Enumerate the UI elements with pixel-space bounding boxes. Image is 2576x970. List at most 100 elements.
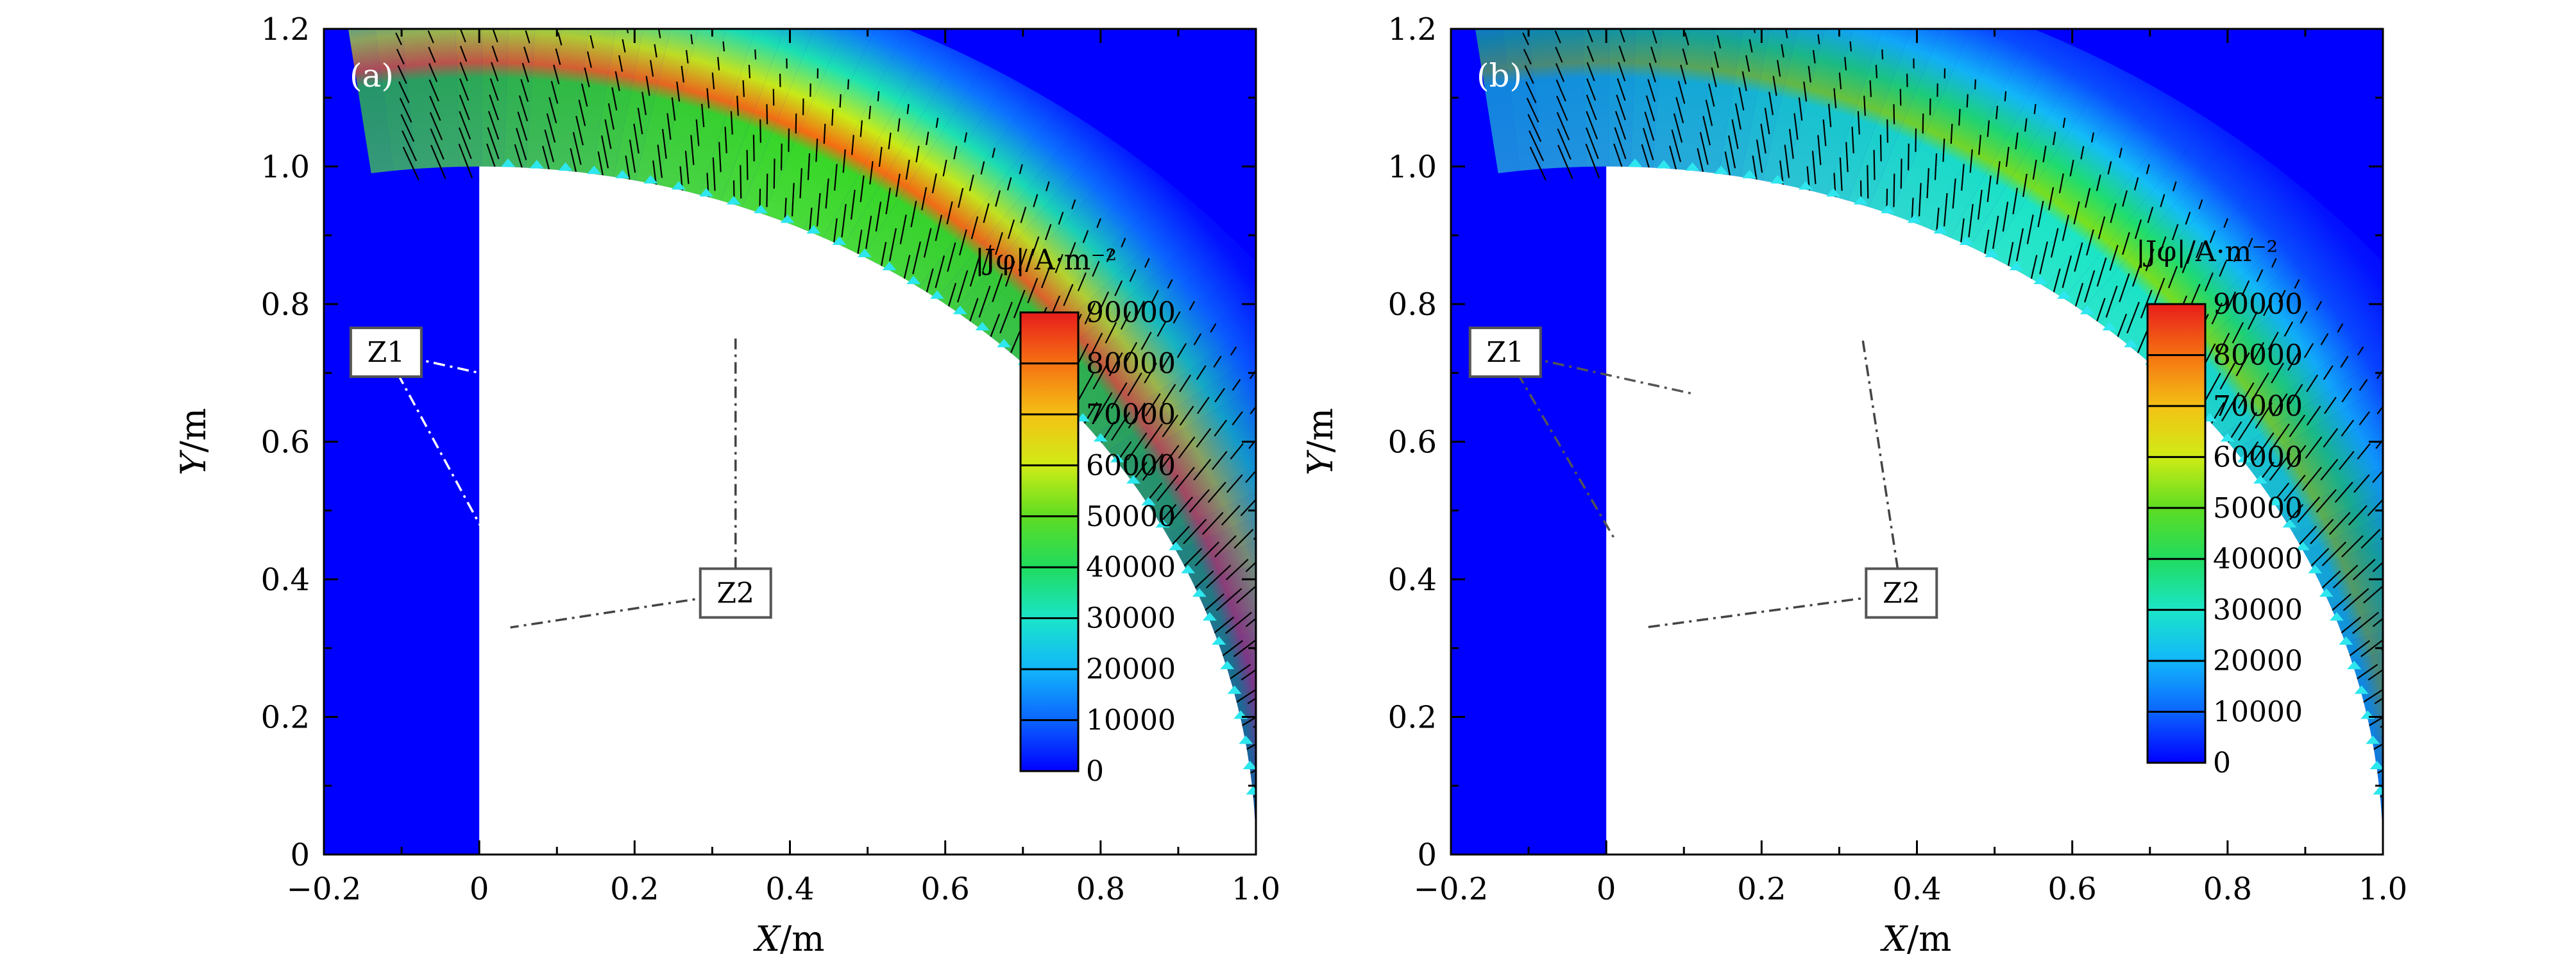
colorbar-band bbox=[2148, 304, 2205, 355]
current-vector bbox=[755, 49, 756, 60]
colorbar-tick-label: 60000 bbox=[2213, 441, 2303, 473]
current-vector bbox=[760, 119, 761, 142]
current-vector bbox=[1325, 646, 1341, 658]
current-vector bbox=[2414, 598, 2432, 613]
current-vector bbox=[1298, 478, 1307, 488]
colorbar-band bbox=[1021, 567, 1078, 618]
current-vector bbox=[1266, 548, 1283, 564]
current-vector bbox=[1391, 752, 1403, 758]
current-vector bbox=[2434, 593, 2450, 606]
current-vector bbox=[2434, 784, 2459, 796]
current-vector bbox=[2473, 642, 2486, 652]
current-vector bbox=[1283, 759, 1310, 772]
colorbar-tick-label: 50000 bbox=[2213, 492, 2303, 525]
current-vector bbox=[1345, 524, 1352, 531]
colorbar-title: |Jφ|/A·m⁻² bbox=[2136, 235, 2278, 268]
current-vector bbox=[2423, 705, 2446, 719]
current-vector bbox=[2452, 646, 2468, 658]
plot-area bbox=[1451, 0, 2576, 855]
current-vector bbox=[1316, 620, 1332, 632]
current-vector bbox=[2425, 478, 2434, 488]
field-band-segment bbox=[2371, 700, 2576, 757]
y-tick-label: 0.6 bbox=[261, 425, 310, 461]
current-vector bbox=[1882, 49, 1883, 60]
y-tick-label: 0.6 bbox=[1388, 425, 1437, 461]
current-vector bbox=[2518, 752, 2530, 758]
current-vector bbox=[2543, 779, 2552, 784]
current-vector bbox=[2459, 497, 2466, 504]
colorbar-band bbox=[1021, 516, 1078, 568]
x-tick-label: −0.2 bbox=[1414, 871, 1489, 907]
current-vector bbox=[1326, 756, 1346, 767]
current-vector bbox=[2505, 607, 2513, 613]
current-vector bbox=[1255, 633, 1278, 651]
field-band-segment bbox=[2375, 726, 2576, 776]
x-axis-symbol: X bbox=[753, 919, 782, 959]
colorbar-band bbox=[1021, 720, 1078, 772]
current-vector bbox=[1325, 530, 1335, 539]
current-vector bbox=[1337, 557, 1348, 566]
field-band-segment bbox=[2363, 649, 2576, 718]
current-vector bbox=[2393, 811, 2424, 824]
x-tick-label: 0.6 bbox=[920, 871, 969, 907]
current-vector bbox=[1654, 14, 1657, 24]
current-vector bbox=[2424, 567, 2439, 580]
field-band-segment bbox=[2357, 624, 2576, 699]
current-vector bbox=[2380, 710, 2409, 728]
current-vector bbox=[832, 109, 833, 126]
current-vector bbox=[2414, 810, 2442, 822]
current-vector bbox=[1317, 562, 1330, 573]
current-vector bbox=[1317, 702, 1337, 715]
current-vector bbox=[1887, 119, 1888, 142]
current-vector bbox=[1374, 667, 1385, 674]
current-vector bbox=[788, 128, 789, 151]
current-vector bbox=[2501, 667, 2512, 674]
current-vector bbox=[2402, 628, 2423, 644]
current-vector bbox=[1360, 697, 1374, 706]
panel-a: −0.2 0 0.2 0.4 0.6 0.8 1.000.20.40.60.81.01.2X… bbox=[173, 0, 1504, 959]
current-vector bbox=[2389, 657, 2414, 674]
current-vector bbox=[395, 17, 400, 26]
current-vector bbox=[1346, 642, 1359, 652]
x-tick-label: 0.8 bbox=[1076, 871, 1125, 907]
current-vector bbox=[1264, 460, 1275, 473]
current-vector bbox=[2436, 810, 2461, 821]
current-vector bbox=[1396, 809, 1409, 814]
current-vector bbox=[1305, 758, 1328, 770]
current-vector bbox=[1375, 810, 1390, 816]
y-tick-label: 1.2 bbox=[1388, 12, 1437, 47]
current-vector bbox=[1275, 628, 1296, 644]
colorbar-band bbox=[1021, 363, 1078, 414]
current-vector bbox=[1366, 639, 1377, 647]
colorbar-band bbox=[2148, 457, 2205, 508]
current-vector bbox=[2523, 809, 2536, 814]
current-vector bbox=[796, 114, 797, 133]
current-vector bbox=[1301, 731, 1324, 744]
colorbar-band bbox=[1021, 414, 1078, 466]
current-vector bbox=[1311, 676, 1331, 689]
y-tick-label: 0.2 bbox=[261, 700, 310, 736]
current-vector bbox=[2413, 785, 2440, 797]
colorbar-band bbox=[2148, 661, 2205, 712]
colorbar-band bbox=[1021, 669, 1078, 720]
current-vector bbox=[1378, 607, 1386, 613]
current-vector bbox=[1720, 19, 1723, 29]
current-vector bbox=[1287, 598, 1305, 613]
current-vector bbox=[2495, 579, 2503, 585]
colorbar-tick-label: 20000 bbox=[1086, 653, 1176, 686]
current-vector bbox=[1967, 94, 1968, 108]
current-vector bbox=[2439, 504, 2449, 513]
x-axis-unit: /m bbox=[780, 919, 824, 959]
current-vector bbox=[1296, 624, 1314, 638]
current-vector bbox=[1285, 541, 1300, 555]
colorbar-tick-label: 20000 bbox=[2213, 645, 2303, 677]
current-vector bbox=[2475, 584, 2485, 592]
colorbar-tick-label: 80000 bbox=[1086, 347, 1176, 380]
current-vector bbox=[1337, 615, 1351, 625]
colorbar-tick-label: 0 bbox=[2213, 747, 2231, 779]
current-vector bbox=[2464, 615, 2478, 625]
current-vector bbox=[1253, 710, 1282, 728]
current-vector bbox=[1304, 650, 1323, 663]
colorbar-band bbox=[2148, 508, 2205, 559]
current-vector bbox=[2417, 679, 2439, 694]
